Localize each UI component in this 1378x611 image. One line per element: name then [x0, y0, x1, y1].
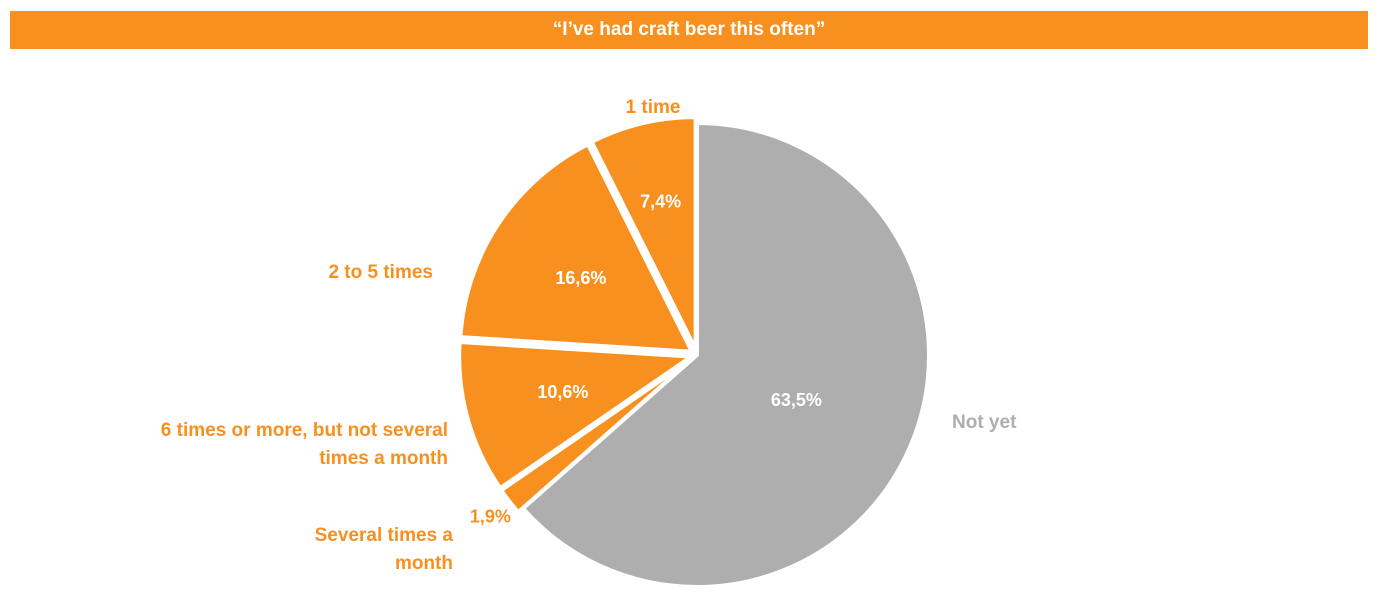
chart-title: “I’ve had craft beer this often” — [10, 11, 1368, 49]
pie-slice — [520, 120, 931, 589]
category-label: 1 time — [626, 97, 681, 118]
category-label: Not yet — [952, 412, 1017, 433]
category-label: Several times a month — [315, 525, 454, 574]
category-label: 2 to 5 times — [328, 262, 433, 283]
data-label: 16,6% — [555, 268, 606, 288]
category-label: 6 times or more, but not several times a … — [161, 420, 448, 469]
data-label: 63,5% — [771, 390, 822, 410]
pie-slice — [458, 141, 696, 354]
data-label: 7,4% — [640, 191, 681, 211]
pie-slice — [457, 339, 698, 491]
pie-slice — [498, 357, 694, 515]
data-label: 1,9% — [470, 506, 511, 526]
pie-slice — [588, 115, 698, 351]
data-label: 10,6% — [537, 382, 588, 402]
